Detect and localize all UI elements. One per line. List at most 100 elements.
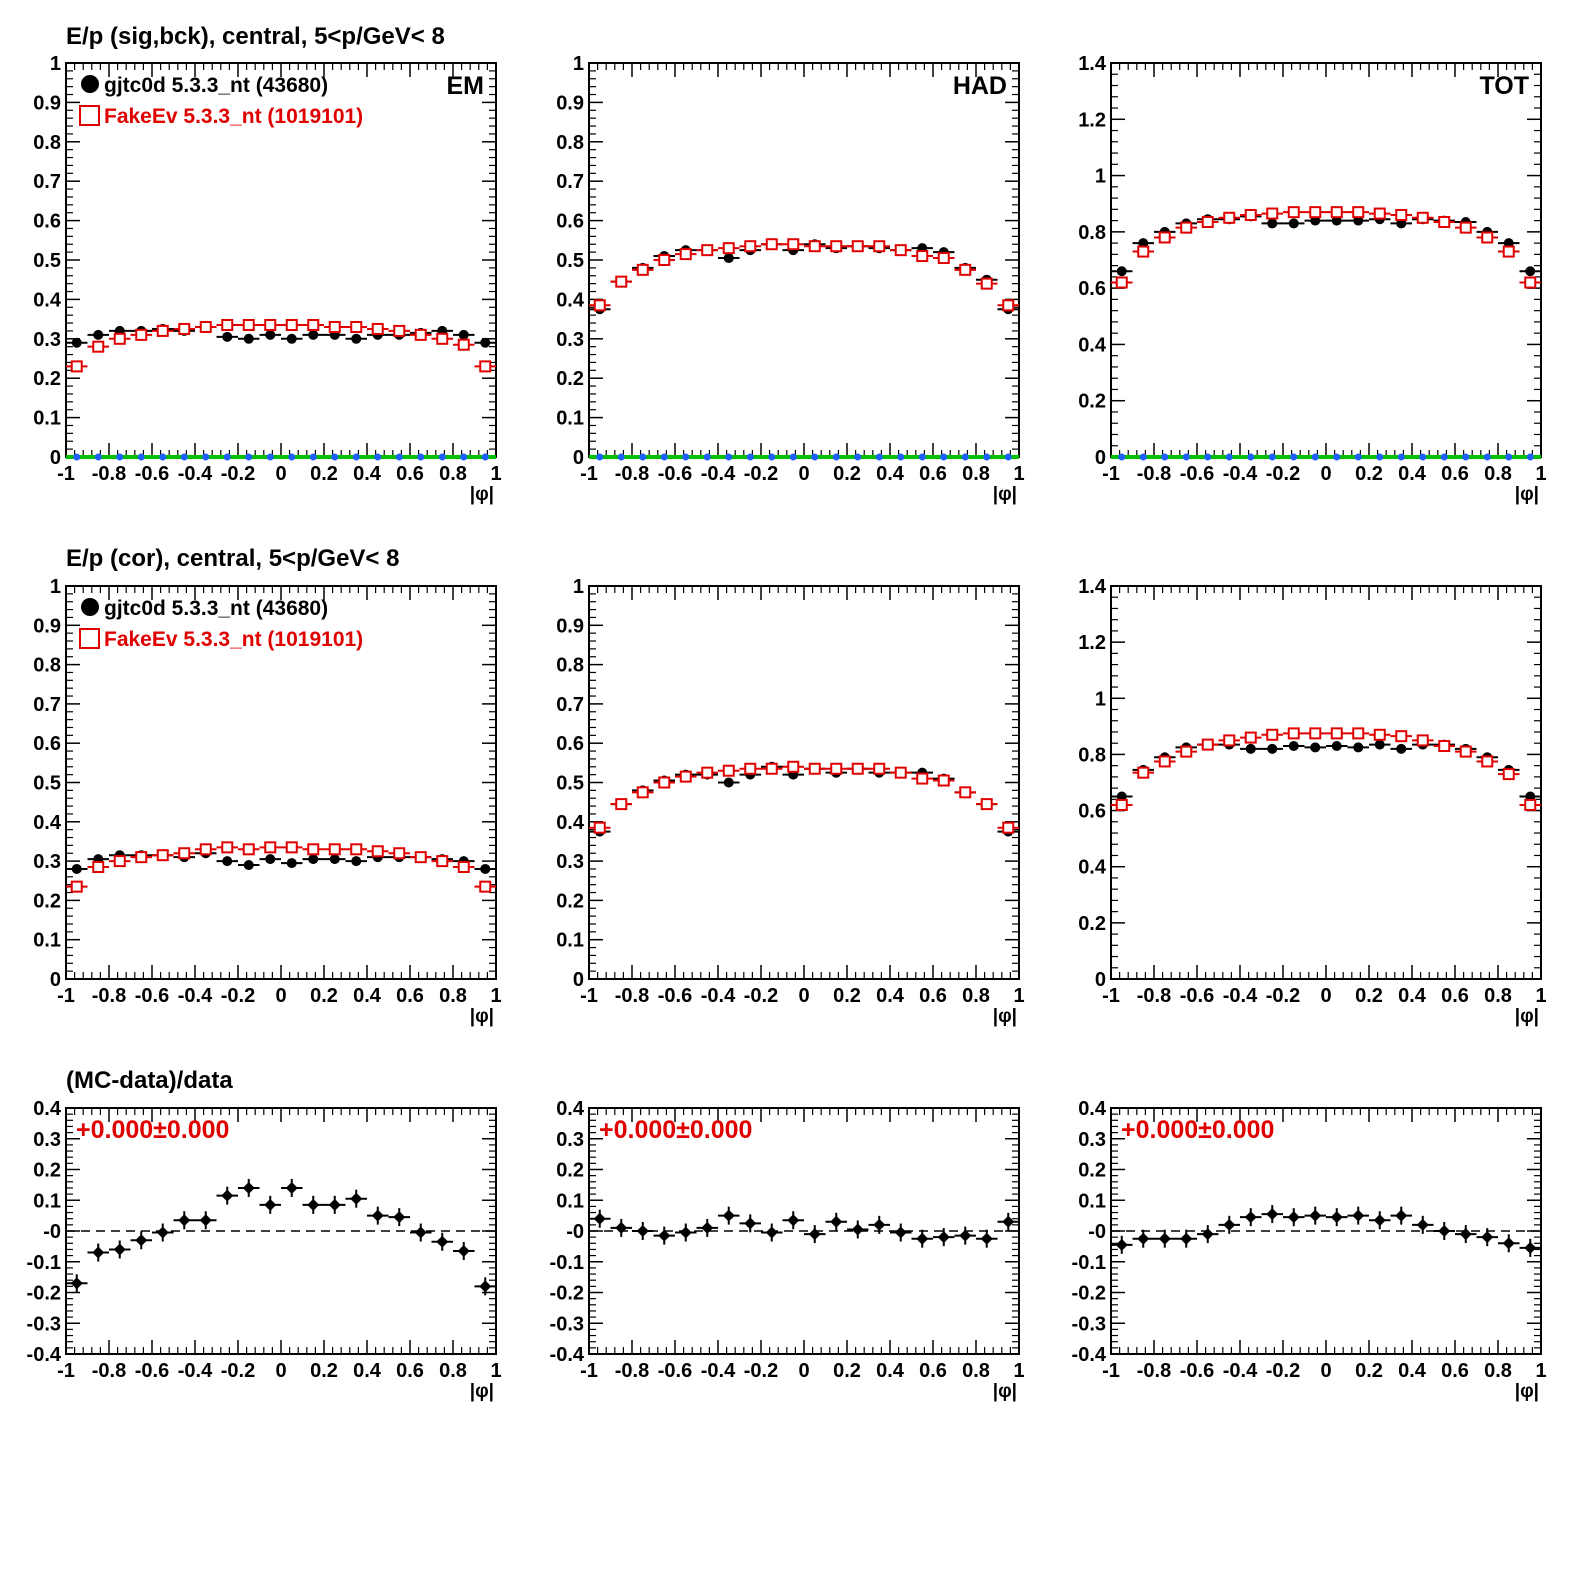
ratio-point [1438, 1225, 1451, 1237]
x-tick-label: 0.4 [876, 1360, 905, 1382]
y-tick-label: 0 [1095, 447, 1106, 469]
y-tick-label: 0.9 [33, 615, 61, 637]
y-tick-label: 0.1 [33, 930, 61, 952]
y-tick-label: 0.2 [33, 890, 61, 912]
zero-band-point [832, 453, 840, 461]
data-point [329, 854, 340, 865]
x-tick-label: 0.2 [1355, 985, 1383, 1007]
x-axis-label: |φ| [1515, 484, 1539, 505]
ratio-point [1373, 1214, 1386, 1227]
x-tick-label: 0.4 [1398, 1360, 1427, 1382]
ratio-point [1502, 1237, 1515, 1250]
mc-point [593, 821, 606, 834]
mc-point [457, 338, 470, 351]
y-tick-label: 0.6 [1078, 801, 1106, 823]
zero-band-point [1505, 453, 1513, 461]
mc-point [1002, 821, 1015, 834]
mc-point [242, 319, 255, 332]
mc-point [264, 319, 277, 332]
mc-point [765, 238, 778, 251]
y-tick-label: 0.3 [556, 1129, 584, 1151]
zero-band-point [703, 453, 711, 461]
zero-band-point [1182, 453, 1190, 461]
x-tick-label: 0.8 [439, 463, 467, 485]
panel-label: HAD [953, 72, 1007, 100]
x-tick-label: 0 [1320, 1360, 1331, 1382]
x-tick-label: 0.8 [962, 463, 990, 485]
y-tick-label: 0.5 [33, 773, 61, 795]
chart-panel-r2c0: -0.4 -0.3 -0.2 -0.1 -0 0.1 0.2 0.3 0.4 -1 -0.8 -0.6… [27, 1098, 502, 1402]
x-tick-label: -0.8 [1137, 985, 1171, 1007]
x-tick-label: 0.4 [876, 985, 905, 1007]
mc-point [679, 248, 692, 261]
mc-point [1115, 276, 1128, 289]
mc-point [414, 328, 427, 341]
ratio-point [1416, 1218, 1429, 1231]
x-tick-label: -0.4 [178, 985, 213, 1007]
y-tick-label: -0.2 [1072, 1283, 1106, 1305]
data-point [308, 329, 319, 340]
x-tick-label: -0.8 [615, 463, 649, 485]
x-tick-label: -0.6 [135, 1360, 169, 1382]
data-point [1288, 218, 1299, 229]
mc-point [1158, 231, 1171, 244]
x-tick-label: -1 [57, 463, 75, 485]
ratio-point [1002, 1215, 1015, 1228]
legend: gjtc0d 5.3.3_nt (43680) FakeEv 5.3.3_nt (… [79, 597, 363, 651]
y-tick-label: -0.4 [1072, 1344, 1107, 1366]
y-tick-label: 0.3 [556, 329, 584, 351]
x-tick-label: 0.6 [919, 985, 947, 1007]
x-tick-label: 0 [798, 463, 809, 485]
chart-panel-r1c2: 0 0.2 0.4 0.6 0.8 1 1.2 1.4 -1 -0.8 -0.6 -0.4 -0.2 0 0… [1078, 576, 1546, 1027]
mc-point [937, 252, 950, 265]
mc-point [679, 770, 692, 783]
mc-point [1459, 221, 1472, 234]
zero-band-point [617, 453, 625, 461]
x-axis-label: |φ| [470, 1006, 494, 1027]
zero-band-point [596, 453, 604, 461]
data-point [286, 333, 297, 344]
x-axis-label: |φ| [1515, 1381, 1539, 1402]
x-tick-label: 1 [490, 463, 501, 485]
data-point [308, 854, 319, 865]
x-tick-label: 0.6 [1441, 1360, 1469, 1382]
mc-point [894, 244, 907, 257]
mc-point [1416, 211, 1429, 224]
mc-point [156, 849, 169, 862]
mc-point [1330, 206, 1343, 219]
x-tick-label: -0.4 [178, 1360, 213, 1382]
mc-point [414, 851, 427, 864]
zero-band-point [374, 453, 382, 461]
x-tick-label: -0.2 [221, 1360, 255, 1382]
mc-point [1287, 206, 1300, 219]
y-tick-label: 1.4 [1078, 576, 1107, 598]
mc-point [636, 786, 649, 799]
zero-band-point [918, 453, 926, 461]
mc-point [1502, 245, 1515, 258]
mc-point [113, 332, 126, 345]
ratio-point [873, 1218, 886, 1231]
zero-band-point [854, 453, 862, 461]
x-tick-label: -0.6 [658, 985, 692, 1007]
x-tick-label: -0.2 [744, 1360, 778, 1382]
x-tick-label: -0.2 [744, 985, 778, 1007]
zero-band-point [352, 453, 360, 461]
mc-point [393, 324, 406, 337]
data-point [1288, 741, 1299, 752]
ratio-point [92, 1246, 105, 1259]
ratio-point [393, 1211, 406, 1224]
zero-band-point [789, 453, 797, 461]
mc-point [787, 760, 800, 773]
data-point [243, 333, 254, 344]
y-tick-label: 0.4 [556, 812, 585, 834]
y-tick-label: 0.9 [556, 615, 584, 637]
x-tick-label: 0 [798, 1360, 809, 1382]
x-tick-label: 0.2 [310, 985, 338, 1007]
y-tick-label: 0.9 [33, 92, 61, 114]
y-tick-label: -0 [43, 1221, 61, 1243]
mc-point [894, 766, 907, 779]
zero-band-point [660, 453, 668, 461]
mc-point [242, 843, 255, 856]
ratio-point [1459, 1228, 1472, 1241]
zero-band-point [639, 453, 647, 461]
